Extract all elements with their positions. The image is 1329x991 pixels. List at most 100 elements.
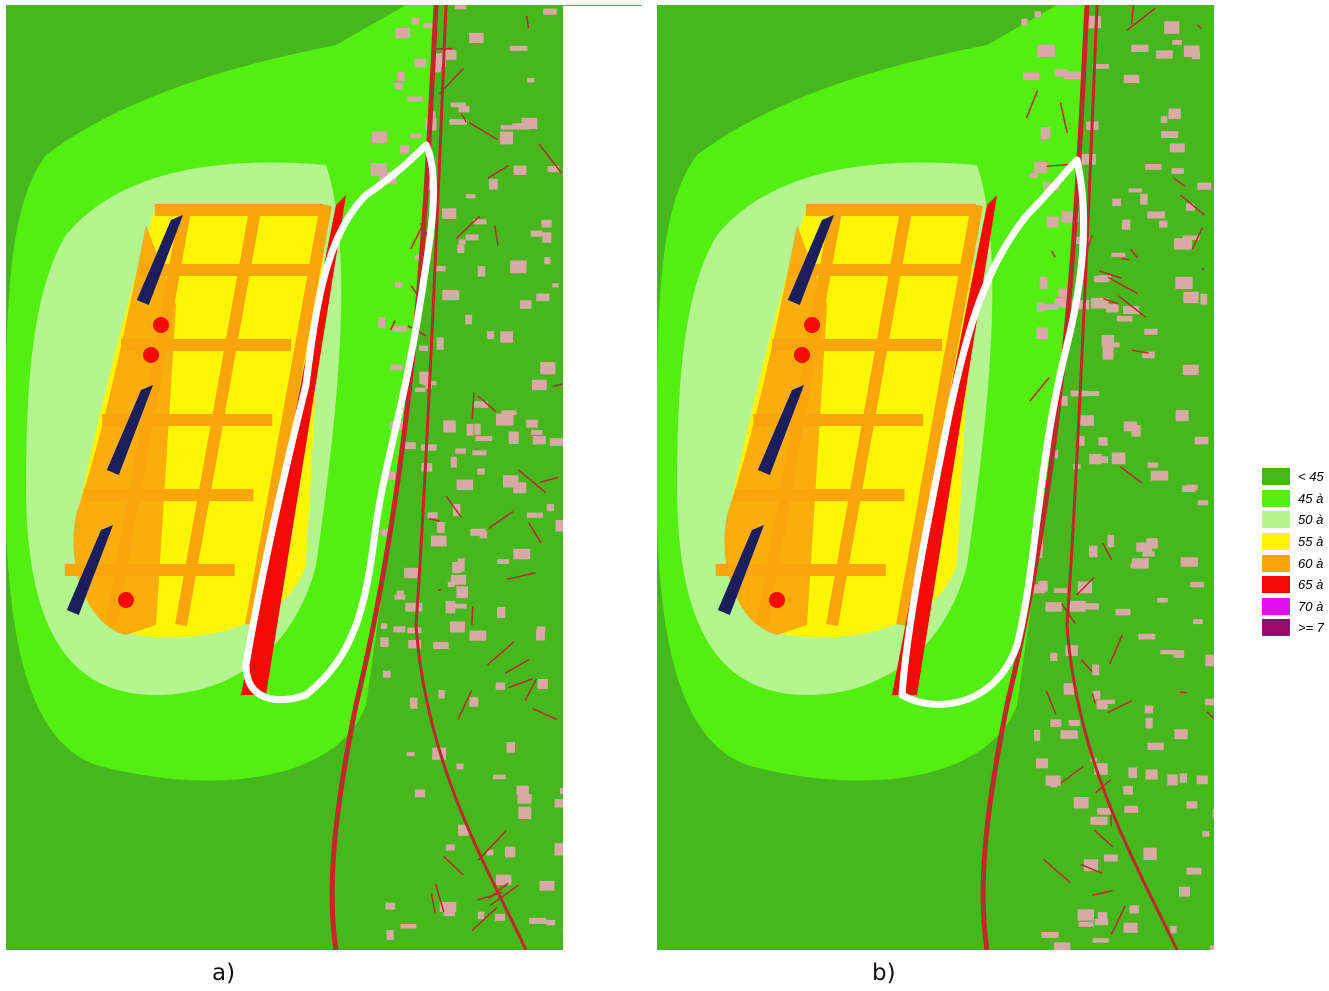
street	[528, 522, 542, 544]
building	[452, 562, 462, 574]
building	[455, 448, 466, 454]
street	[1206, 711, 1214, 720]
building	[513, 482, 527, 494]
building	[1089, 453, 1102, 465]
building	[427, 512, 438, 519]
building	[1123, 421, 1137, 432]
building	[554, 843, 563, 856]
legend-label: < 45	[1298, 469, 1324, 485]
building	[1053, 588, 1068, 593]
building	[1101, 342, 1120, 348]
building	[521, 117, 538, 130]
building	[1190, 581, 1205, 588]
building	[421, 444, 437, 451]
street	[1060, 765, 1084, 784]
street	[1042, 858, 1071, 884]
building	[531, 379, 547, 391]
street	[468, 121, 498, 141]
building	[1092, 63, 1110, 69]
building	[541, 219, 552, 228]
legend-label: 65 à	[1298, 577, 1324, 593]
building	[1140, 193, 1148, 205]
street	[488, 511, 514, 530]
building	[1145, 769, 1158, 780]
legend-item-65: 65 à	[1262, 574, 1329, 596]
building	[1123, 74, 1140, 84]
building	[1083, 859, 1099, 872]
building	[457, 244, 465, 254]
building	[419, 371, 430, 385]
building	[409, 133, 422, 139]
building	[518, 806, 532, 819]
street	[524, 678, 538, 702]
building	[1171, 168, 1184, 174]
building	[527, 77, 535, 83]
building	[1170, 925, 1177, 934]
building	[517, 794, 532, 804]
building	[536, 626, 546, 632]
building	[1077, 909, 1094, 921]
apron-lane-horizontal	[790, 264, 961, 276]
building	[516, 785, 529, 795]
building	[1094, 918, 1109, 926]
building	[1128, 767, 1138, 778]
street	[455, 215, 481, 240]
building	[430, 535, 447, 547]
building	[529, 917, 547, 924]
building	[1156, 50, 1173, 59]
building	[1150, 470, 1169, 481]
building	[1123, 306, 1140, 315]
legend-swatch	[1262, 597, 1290, 615]
building	[1186, 867, 1202, 875]
building	[1054, 69, 1069, 77]
building	[442, 50, 457, 60]
street	[1091, 693, 1096, 704]
study-area-outline	[242, 141, 437, 704]
building	[500, 125, 517, 130]
street	[1121, 257, 1130, 261]
building	[1111, 252, 1126, 257]
street	[457, 689, 473, 720]
hotspot-65-70	[153, 317, 169, 333]
building	[1202, 831, 1210, 837]
building	[1194, 436, 1209, 445]
building	[404, 442, 416, 450]
building	[1174, 238, 1192, 250]
building	[1087, 15, 1101, 29]
hotspot-65-70	[769, 592, 785, 608]
building	[1205, 654, 1214, 667]
building	[542, 232, 552, 243]
street	[471, 906, 498, 932]
building	[1212, 809, 1214, 819]
building	[1142, 551, 1155, 557]
street	[1046, 163, 1071, 168]
building	[456, 586, 468, 599]
building	[1036, 302, 1045, 313]
legend-label: 45 à	[1298, 490, 1324, 506]
building	[1105, 304, 1119, 313]
building	[1182, 485, 1196, 492]
railway	[1065, 5, 1179, 950]
building	[1022, 72, 1040, 81]
building	[526, 512, 543, 518]
building	[436, 337, 444, 350]
building	[486, 849, 494, 856]
building	[450, 574, 466, 585]
building	[386, 930, 394, 940]
building	[406, 752, 415, 757]
building	[458, 239, 466, 245]
building	[469, 32, 484, 44]
building	[513, 165, 527, 176]
building	[1098, 437, 1108, 446]
street	[493, 225, 499, 246]
street	[477, 395, 497, 413]
building	[1173, 650, 1185, 658]
building	[544, 257, 551, 265]
building	[1209, 945, 1214, 950]
building	[1089, 545, 1098, 558]
street	[1092, 889, 1113, 897]
building	[1035, 758, 1048, 769]
building	[1183, 291, 1199, 304]
legend-label: 60 à	[1298, 555, 1324, 571]
panel-top-border	[562, 5, 642, 6]
